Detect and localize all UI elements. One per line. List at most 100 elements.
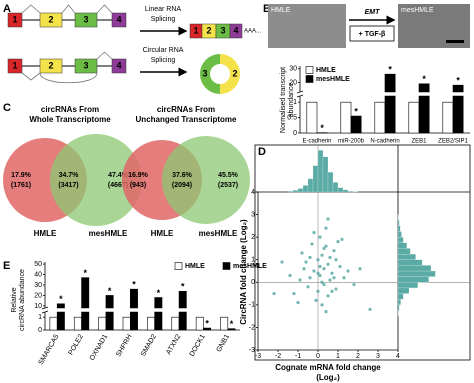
legend-label: HMLE	[316, 67, 336, 74]
exon-label: 3	[83, 14, 88, 24]
exon	[7, 58, 23, 74]
bar	[227, 328, 236, 331]
venn-title: circRNAs From	[41, 105, 99, 114]
histogram-bar	[397, 237, 404, 243]
exon-label: 2	[232, 68, 237, 78]
legend-swatch	[305, 66, 314, 74]
bar	[384, 73, 396, 134]
histogram-bar	[307, 178, 314, 193]
point	[318, 264, 322, 269]
panel-label: E	[3, 260, 10, 272]
y-tick-label: 1	[293, 99, 297, 106]
x-tick-label: -3	[255, 353, 261, 360]
arrow-label: EMT	[365, 9, 381, 16]
x-tick-label: -2	[275, 353, 281, 360]
y-tick-label: -1	[249, 302, 255, 309]
x-tick-label: 4	[396, 353, 400, 360]
histogram-bar	[397, 265, 432, 272]
point	[340, 237, 344, 241]
significance-marker: *	[422, 74, 426, 84]
point	[320, 253, 324, 257]
axis-break	[296, 90, 304, 94]
circ-exon	[219, 54, 240, 94]
histogram-bar	[327, 172, 334, 193]
micrograph	[268, 4, 346, 48]
set-name: mesHMLE	[89, 229, 128, 238]
exon-label: 4	[116, 14, 121, 24]
histogram-bar	[292, 190, 299, 193]
point	[324, 244, 328, 248]
point	[272, 291, 276, 296]
venn-percent: 47.4%	[108, 172, 129, 179]
circ-exon	[200, 54, 221, 94]
backsplice-arc	[39, 72, 98, 84]
y-tick-label: 0	[38, 327, 42, 334]
axis-break	[41, 306, 49, 310]
histogram-bar	[397, 225, 401, 232]
histogram-bar	[397, 304, 400, 311]
image-label: mesHMLE	[401, 7, 434, 14]
y-axis-label: circRNA abundance	[19, 269, 26, 331]
point	[296, 301, 300, 305]
significance-marker: *	[388, 65, 392, 75]
bar	[130, 288, 138, 331]
bar	[81, 277, 90, 331]
bar	[147, 316, 155, 331]
point	[334, 287, 338, 291]
x-tick-label: 3	[376, 353, 380, 360]
histogram-bar	[397, 220, 400, 226]
x-tick-label: SHPRH	[115, 333, 133, 358]
treatment-box	[349, 25, 395, 42]
x-tick-label: 2	[356, 353, 360, 360]
bar	[374, 101, 386, 134]
bar	[418, 83, 430, 134]
histogram-bar	[347, 191, 354, 193]
y-tick-label: 2	[251, 234, 255, 241]
y-tick-label: 0	[251, 279, 255, 286]
splice-arc	[96, 51, 113, 60]
histogram-bar	[342, 189, 349, 193]
point	[316, 271, 320, 275]
x-tick-label: -1	[295, 353, 301, 360]
bar	[98, 316, 107, 331]
set-name: mesHMLE	[199, 229, 238, 238]
significance-marker: *	[108, 286, 112, 296]
x-tick-label: 1	[336, 353, 340, 360]
exon-label: 1	[12, 60, 17, 70]
axis-break	[41, 310, 49, 314]
y-axis-label: Relative	[11, 287, 18, 312]
venn-title: Unchanged Transcriptome	[136, 115, 237, 124]
legend-swatch	[305, 75, 314, 83]
point	[288, 273, 292, 278]
point	[306, 285, 310, 289]
x-tick-label: GNB1	[216, 333, 232, 353]
x-tick-label: E-cadherin	[302, 139, 331, 145]
venn-percent: 17.9%	[11, 172, 32, 179]
point	[330, 271, 334, 275]
point	[330, 289, 334, 293]
point	[322, 246, 326, 251]
exon	[111, 58, 127, 74]
legend-swatch	[222, 262, 231, 270]
splice-arc	[61, 4, 76, 14]
point	[346, 269, 350, 273]
y-tick-label: 1	[38, 314, 42, 321]
exon	[39, 12, 63, 28]
point	[328, 255, 332, 260]
venn-set	[50, 134, 142, 226]
x-tick-label: N-cadherin	[370, 139, 399, 145]
histogram-bar	[397, 231, 402, 238]
histogram-bar	[317, 150, 324, 193]
histogram-bar	[397, 276, 429, 283]
venn-percent: 37.6%	[172, 172, 193, 179]
bar	[154, 297, 163, 331]
significance-marker: *	[205, 318, 209, 328]
exon-label: 1	[193, 25, 198, 35]
x-axis-label: Cognate mRNA fold change	[275, 363, 381, 372]
venn-count: (1761)	[11, 182, 31, 189]
point	[336, 240, 340, 244]
significance-marker: *	[354, 106, 358, 116]
process-label: Linear RNA	[145, 6, 182, 13]
significance-marker: *	[132, 280, 136, 290]
